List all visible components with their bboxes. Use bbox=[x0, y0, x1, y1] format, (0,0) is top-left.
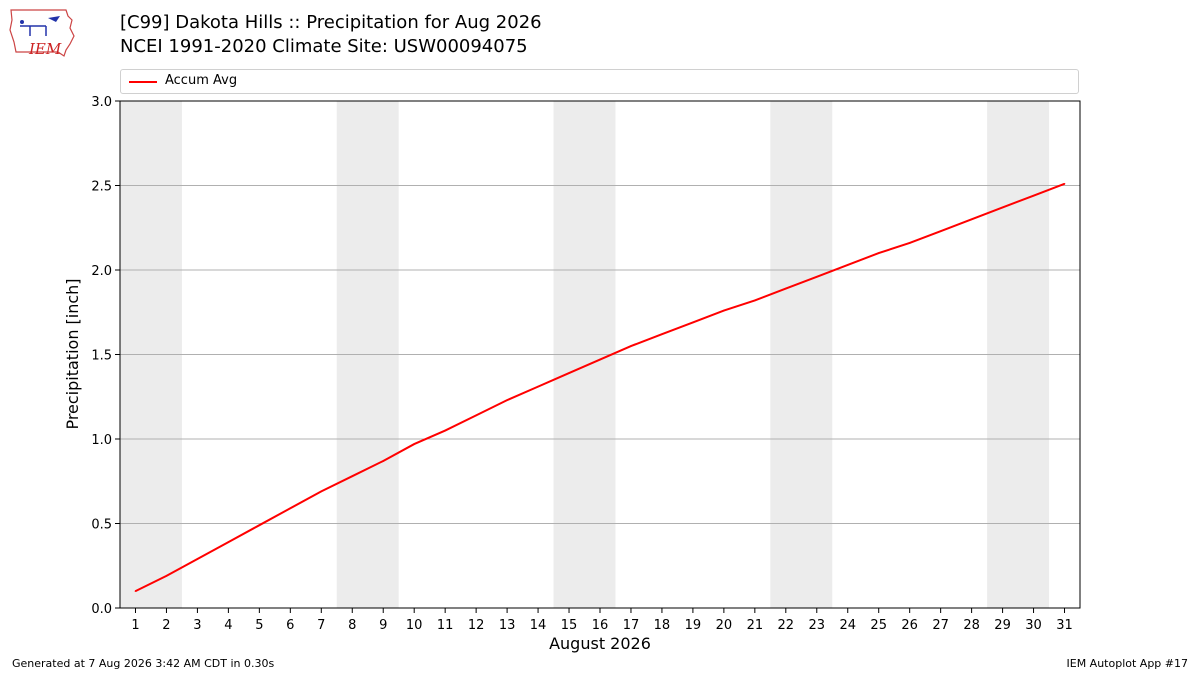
iowa-map-icon bbox=[9, 9, 75, 57]
x-tick-label: 4 bbox=[224, 618, 232, 633]
data-point bbox=[661, 333, 663, 336]
data-point bbox=[908, 242, 911, 244]
x-tick-label: 20 bbox=[716, 618, 733, 633]
x-tick-label: 22 bbox=[778, 618, 795, 633]
data-point bbox=[785, 287, 787, 290]
y-tick-label: 3.0 bbox=[91, 95, 112, 110]
series-layer bbox=[134, 182, 1066, 592]
grid-lines bbox=[120, 185, 1080, 524]
data-point bbox=[289, 507, 292, 510]
x-tick-label: 16 bbox=[592, 618, 609, 633]
data-point bbox=[1063, 183, 1066, 185]
data-point bbox=[258, 524, 261, 526]
data-point bbox=[1001, 206, 1004, 209]
x-tick-label: 9 bbox=[379, 618, 387, 633]
data-point bbox=[196, 558, 199, 560]
data-point bbox=[877, 252, 880, 254]
chart-subtitle: NCEI 1991-2020 Climate Site: USW00094075 bbox=[120, 36, 528, 57]
x-tick-label: 13 bbox=[499, 618, 516, 633]
data-point bbox=[1032, 194, 1035, 197]
x-tick-label: 21 bbox=[747, 618, 764, 633]
x-tick-label: 27 bbox=[932, 618, 949, 633]
legend-swatch bbox=[129, 81, 157, 83]
data-point bbox=[320, 490, 323, 493]
x-tick-label: 31 bbox=[1056, 618, 1073, 633]
chart-title: [C99] Dakota Hills :: Precipitation for … bbox=[120, 12, 542, 33]
x-tick-label: 26 bbox=[901, 618, 918, 633]
data-point bbox=[475, 414, 477, 417]
x-tick-label: 6 bbox=[286, 618, 294, 633]
x-tick-label: 11 bbox=[437, 618, 454, 633]
data-point bbox=[815, 275, 818, 278]
data-point bbox=[134, 590, 137, 592]
y-tick-label: 0.0 bbox=[91, 602, 112, 617]
y-axis-label: Precipitation [inch] bbox=[63, 278, 82, 429]
x-tick-label: 2 bbox=[162, 618, 170, 633]
x-tick-label: 1 bbox=[131, 618, 139, 633]
data-point bbox=[506, 399, 508, 401]
x-tick-label: 3 bbox=[193, 618, 201, 633]
x-tick-label: 23 bbox=[809, 618, 826, 633]
logo-text: IEM bbox=[29, 40, 62, 58]
x-tick-label: 5 bbox=[255, 618, 263, 633]
iem-logo: IEM bbox=[8, 6, 80, 58]
x-tick-label: 17 bbox=[623, 618, 640, 633]
data-point bbox=[723, 309, 725, 312]
x-tick-label: 7 bbox=[317, 618, 325, 633]
x-tick-label: 19 bbox=[685, 618, 702, 633]
x-tick-label: 15 bbox=[561, 618, 578, 633]
data-point bbox=[568, 372, 570, 374]
x-tick-label: 28 bbox=[963, 618, 980, 633]
data-point bbox=[413, 443, 415, 445]
autoplot-app-id: IEM Autoplot App #17 bbox=[1066, 657, 1189, 670]
x-axis: 1 2 3 4 5 6 7 8 9 10 11 12 13 14 15 16 17 18 19 20 21 22 23 24 2… bbox=[131, 608, 1073, 633]
y-tick-label: 2.5 bbox=[91, 180, 112, 195]
data-point bbox=[630, 345, 632, 347]
y-tick-label: 0.5 bbox=[91, 518, 112, 533]
y-tick-label: 1.5 bbox=[91, 349, 112, 364]
data-point bbox=[599, 358, 601, 361]
x-tick-label: 18 bbox=[654, 618, 671, 633]
x-tick-label: 24 bbox=[839, 618, 856, 633]
data-point bbox=[754, 299, 756, 302]
y-axis: 0.0 0.5 1.0 1.5 2.0 2.5 3.0 bbox=[91, 95, 120, 617]
x-tick-label: 30 bbox=[1025, 618, 1042, 633]
data-point bbox=[444, 429, 446, 432]
x-tick-label: 25 bbox=[870, 618, 887, 633]
x-tick-label: 14 bbox=[530, 618, 547, 633]
y-tick-label: 2.0 bbox=[91, 264, 112, 279]
x-tick-label: 8 bbox=[348, 618, 356, 633]
legend-label: Accum Avg bbox=[165, 73, 238, 88]
y-tick-label: 1.0 bbox=[91, 433, 112, 448]
data-point bbox=[351, 475, 354, 477]
data-point bbox=[939, 230, 942, 232]
data-point bbox=[227, 541, 230, 543]
x-axis-label: August 2026 bbox=[549, 634, 651, 653]
x-tick-label: 12 bbox=[468, 618, 485, 633]
generated-timestamp: Generated at 7 Aug 2026 3:42 AM CDT in 0… bbox=[12, 657, 275, 670]
data-point bbox=[846, 264, 849, 266]
legend: Accum Avg bbox=[120, 69, 1079, 94]
data-point bbox=[692, 321, 694, 324]
data-point bbox=[970, 218, 973, 221]
x-tick-label: 29 bbox=[994, 618, 1011, 633]
data-point bbox=[165, 575, 168, 577]
data-point bbox=[382, 460, 385, 462]
data-point bbox=[537, 385, 539, 388]
x-tick-label: 10 bbox=[406, 618, 423, 633]
